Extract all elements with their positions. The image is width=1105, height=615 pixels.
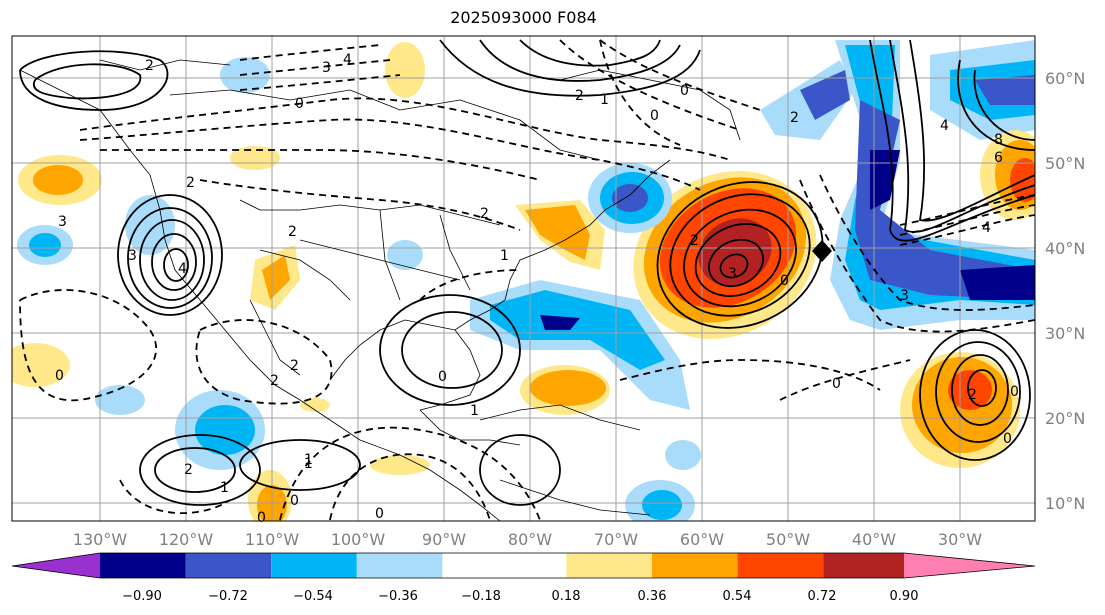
contour-label: 3 xyxy=(58,214,67,230)
negative-contours xyxy=(19,39,1035,521)
contour-label: 1 xyxy=(600,92,609,108)
lon-label: 60°W xyxy=(680,530,724,549)
marker-diamond xyxy=(812,240,832,262)
lat-label: 10°N xyxy=(1045,494,1085,513)
lon-label: 30°W xyxy=(938,530,982,549)
latitude-labels: 60°N 50°N 40°N 30°N 20°N 10°N xyxy=(1045,69,1085,513)
lat-label: 20°N xyxy=(1045,409,1085,428)
contour-label: 2 xyxy=(270,373,279,389)
colorbar-segment xyxy=(652,553,738,578)
lon-label: 50°W xyxy=(766,530,810,549)
colorbar-tick-label: −0.54 xyxy=(293,589,333,604)
colorbar-segment xyxy=(185,553,272,578)
colorbar-tick-label: 0.36 xyxy=(638,589,667,604)
lon-label: 130°W xyxy=(73,530,128,549)
colorbar-tick-label: 0.90 xyxy=(890,589,919,604)
lon-label: 40°W xyxy=(852,530,896,549)
contour-label: 3 xyxy=(322,60,331,76)
colorbar xyxy=(11,552,1036,579)
colorbar-ticks: −0.90 −0.72 −0.54 −0.36 −0.18 0.18 0.36 … xyxy=(122,589,918,604)
colorbar-tick-label: −0.36 xyxy=(378,589,418,604)
colorbar-segment xyxy=(566,553,652,578)
longitude-labels: 130°W 120°W 110°W 100°W 90°W 80°W 70°W 6… xyxy=(73,530,982,549)
colorbar-tick-label: −0.90 xyxy=(122,589,162,604)
map-title: 2025093000 F084 xyxy=(450,8,597,27)
contour-label: 0 xyxy=(832,376,841,392)
colorbar-segment xyxy=(737,553,824,578)
contour-label: 2 xyxy=(790,110,799,126)
lat-label: 50°N xyxy=(1045,154,1085,173)
contour-label: 6 xyxy=(994,150,1003,166)
colorbar-tick-label: −0.18 xyxy=(461,589,501,604)
contour-label: 2 xyxy=(690,233,699,249)
coastlines xyxy=(19,59,741,521)
contour-label: 4 xyxy=(940,118,949,134)
colorbar-extend-high xyxy=(904,553,1035,578)
lon-label: 120°W xyxy=(159,530,214,549)
contour-label: 2 xyxy=(290,358,299,374)
contour-label: 2 xyxy=(968,387,977,403)
contour-label: 0 xyxy=(55,368,64,384)
contour-labels: 2 3 4 0 2 1 0 2 3 4 3 2 0 2 1 0 1 2 0 1 … xyxy=(55,52,1019,526)
colorbar-tick-label: 0.54 xyxy=(723,589,752,604)
contour-label: 0 xyxy=(290,493,299,509)
contour-label: 8 xyxy=(994,132,1003,148)
contour-label: 0 xyxy=(295,96,304,112)
colorbar-segment xyxy=(100,553,186,578)
colorbar-tick-label: 0.18 xyxy=(552,589,581,604)
contour-label: 4 xyxy=(178,261,187,277)
contour-label: 0 xyxy=(375,506,384,522)
contour-label: 0 xyxy=(650,108,659,124)
lat-label: 30°N xyxy=(1045,324,1085,343)
contour-label: 0 xyxy=(780,273,789,289)
contour-label: 3 xyxy=(128,248,137,264)
contour-label: 4 xyxy=(982,220,991,236)
contour-label: 1 xyxy=(304,452,313,468)
contour-label: 2 xyxy=(184,462,193,478)
contour-label: 0 xyxy=(1010,384,1019,400)
lon-label: 90°W xyxy=(422,530,466,549)
contour-label: 1 xyxy=(500,248,509,264)
contour-label: 3 xyxy=(728,266,737,282)
lon-label: 110°W xyxy=(245,530,300,549)
colorbar-tick-label: −0.72 xyxy=(208,589,248,604)
map-frame xyxy=(11,35,1036,522)
colorbar-segment xyxy=(442,553,567,578)
lon-label: 100°W xyxy=(331,530,386,549)
contour-label: 1 xyxy=(470,403,479,419)
colorbar-tick-label: 0.72 xyxy=(808,589,837,604)
contour-label: 1 xyxy=(220,480,229,496)
contour-label: 4 xyxy=(343,52,352,68)
contour-label: 2 xyxy=(145,58,154,74)
lat-label: 40°N xyxy=(1045,239,1085,258)
contour-label: 2 xyxy=(480,206,489,222)
contour-label: 2 xyxy=(288,224,297,240)
contour-label: 0 xyxy=(1003,431,1012,447)
contour-label: 0 xyxy=(257,510,266,526)
colorbar-segment xyxy=(356,553,443,578)
colorbar-segment xyxy=(823,553,904,578)
contour-label: 3 xyxy=(900,288,909,304)
lon-label: 70°W xyxy=(594,530,638,549)
contour-label: 0 xyxy=(438,369,447,385)
colorbar-extend-low xyxy=(12,553,100,578)
graticule xyxy=(12,36,1035,521)
contour-label: 2 xyxy=(186,175,195,191)
contour-label: 0 xyxy=(680,83,689,99)
contour-label: 1 xyxy=(304,456,313,472)
contour-label: 2 xyxy=(575,88,584,104)
lon-label: 80°W xyxy=(508,530,552,549)
lat-label: 60°N xyxy=(1045,69,1085,88)
colorbar-segment xyxy=(271,553,357,578)
